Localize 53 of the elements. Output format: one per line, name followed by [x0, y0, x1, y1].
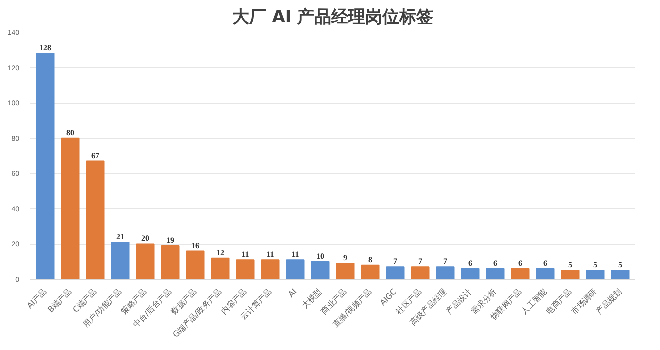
bar	[211, 258, 230, 280]
x-tick-label: B端产品	[46, 287, 74, 315]
data-label: 19	[166, 236, 174, 245]
data-label: 5	[568, 260, 572, 270]
bar	[36, 53, 55, 280]
bar	[186, 250, 205, 280]
bar	[161, 245, 180, 280]
data-label: 5	[594, 260, 598, 270]
bar	[136, 244, 155, 280]
data-label: 9	[344, 254, 348, 263]
bar	[436, 266, 455, 280]
data-label: 8	[368, 255, 372, 264]
bar	[536, 268, 555, 280]
data-label: 7	[394, 257, 398, 266]
bar	[86, 160, 105, 280]
data-label: 6	[518, 258, 522, 268]
data-label: 5	[618, 260, 622, 270]
data-label: 7	[444, 257, 448, 266]
bar	[336, 263, 355, 280]
bar	[286, 260, 305, 280]
bar	[586, 270, 605, 280]
x-tick-label: AI产品	[25, 287, 49, 311]
data-label: 80	[66, 128, 74, 138]
data-label: 6	[494, 258, 498, 268]
x-tick-label: 产品规划	[594, 287, 624, 316]
data-label: 67	[92, 151, 100, 160]
bar	[461, 268, 480, 280]
data-label: 7	[418, 257, 422, 266]
bar	[236, 260, 255, 280]
bar	[511, 268, 530, 280]
data-label: 11	[242, 250, 250, 260]
bar	[486, 268, 505, 280]
bar	[261, 260, 280, 280]
data-label: 20	[142, 234, 150, 244]
data-label: 128	[40, 44, 52, 53]
bar	[611, 270, 630, 280]
data-label: 11	[266, 250, 274, 260]
data-label: 6	[544, 258, 548, 268]
bar	[561, 270, 580, 280]
bar	[311, 261, 330, 280]
data-label: 11	[292, 250, 300, 260]
data-label: 10	[316, 252, 324, 261]
data-label: 6	[468, 258, 472, 268]
bar	[61, 138, 80, 280]
chart-title: 大厂 AI 产品经理岗位标签	[232, 8, 434, 28]
x-tick-label: AI	[286, 287, 299, 300]
data-label: 16	[192, 241, 200, 250]
bar	[411, 266, 430, 280]
data-label: 21	[116, 232, 124, 242]
bar	[361, 264, 380, 280]
data-label: 12	[216, 248, 224, 258]
bar	[111, 242, 130, 280]
bar	[386, 266, 405, 280]
